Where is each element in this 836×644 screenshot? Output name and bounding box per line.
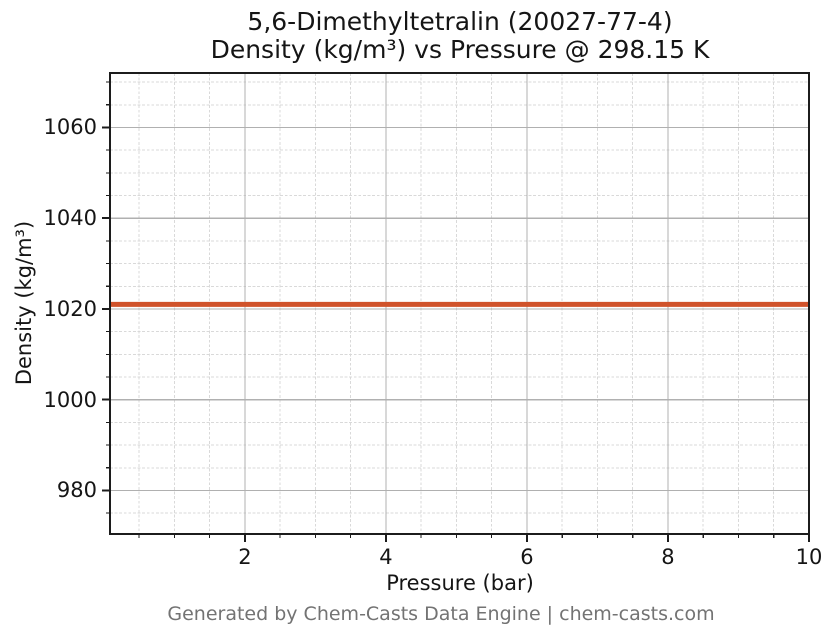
x-axis-label: Pressure (bar) [386,571,534,595]
x-tick-label: 10 [795,545,823,569]
y-tick-label: 980 [56,478,97,503]
y-tick-label: 1020 [43,296,97,321]
y-tick-label: 1000 [43,387,97,412]
x-tick-label: 8 [661,545,675,569]
footer-credit: Generated by Chem-Casts Data Engine | ch… [167,603,715,625]
chart-title-line2: Density (kg/m³) vs Pressure @ 298.15 K [210,35,710,64]
y-tick-label: 1060 [43,115,97,140]
x-tick-label: 6 [520,545,534,569]
y-tick-label: 1040 [43,206,97,231]
x-tick-label: 4 [379,545,393,569]
chart-title-line1: 5,6-Dimethyltetralin (20027-77-4) [247,7,673,36]
x-tick-label: 2 [238,545,252,569]
